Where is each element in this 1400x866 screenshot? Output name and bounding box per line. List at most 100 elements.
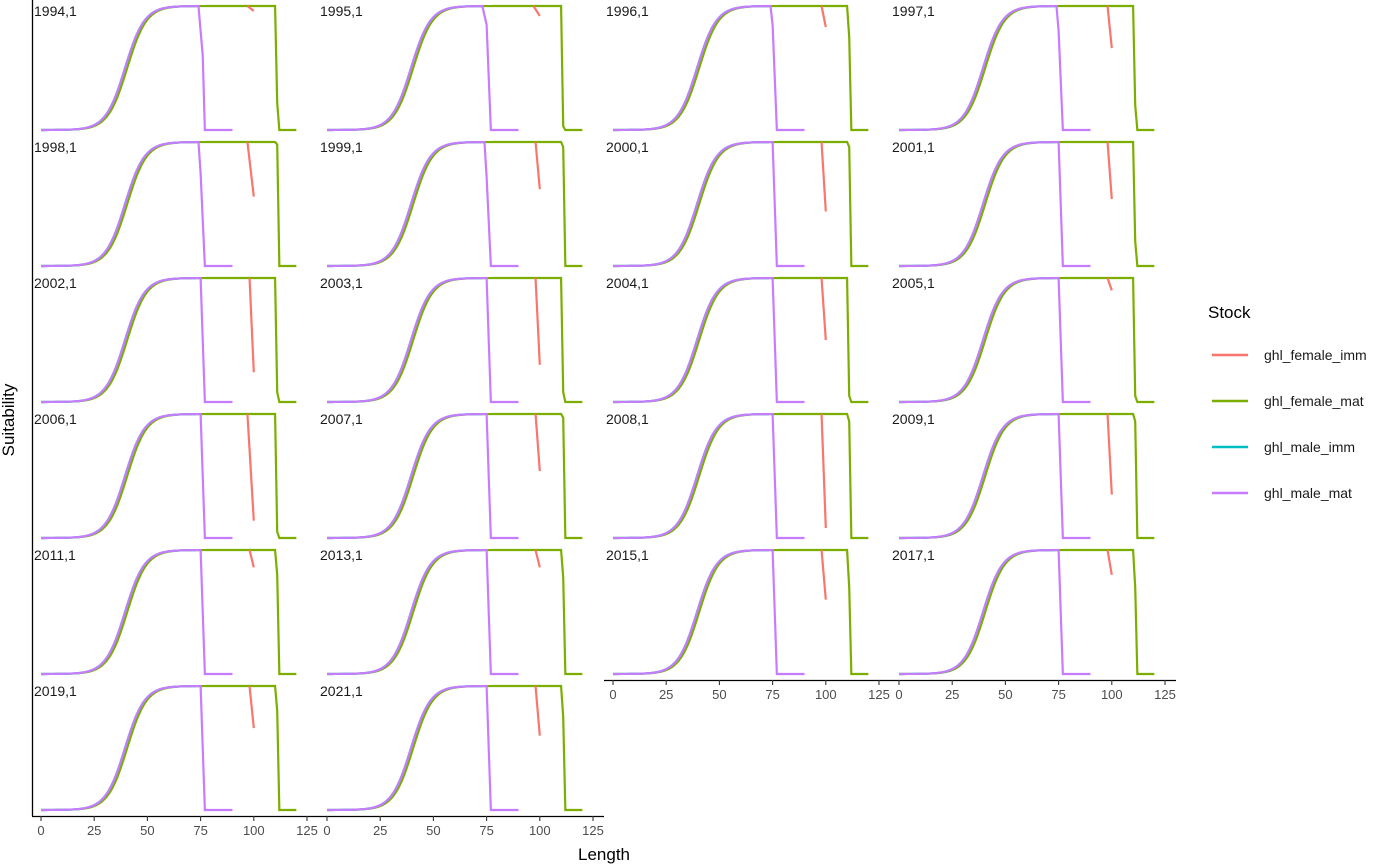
panel-label: 2000,1 [606, 139, 649, 155]
facet-panel: 2011,1 [34, 547, 297, 676]
series-line-ghl-male-imm [326, 4, 483, 132]
panel-label: 2015,1 [606, 547, 649, 563]
y-axis-title: Suitability [0, 383, 18, 456]
x-tick-label: 0 [37, 823, 44, 838]
series-line-ghl-male-mat [326, 684, 519, 812]
series-line-ghl-male-imm [326, 412, 487, 540]
x-tick-label: 25 [87, 823, 101, 838]
series-line-ghl-female-imm [532, 5, 541, 17]
series-line-ghl-male-imm [40, 4, 199, 132]
series-line-ghl-female-imm [1106, 413, 1113, 495]
panel-label: 1997,1 [892, 3, 935, 19]
series-line-ghl-female-mat [613, 140, 869, 268]
series-line-ghl-female-imm [820, 549, 827, 600]
series-line-ghl-female-imm [534, 549, 541, 568]
x-axis-title: Length [578, 845, 630, 864]
panel-label: 2021,1 [320, 683, 363, 699]
x-tick-label: 75 [193, 823, 207, 838]
series-line-ghl-female-imm [246, 5, 255, 12]
facet-panel: 1997,1 [892, 3, 1155, 132]
panel-label: 2007,1 [320, 411, 363, 427]
series-line-ghl-male-mat [326, 140, 519, 268]
facet-panel: 2005,1 [892, 275, 1155, 404]
series-line-ghl-male-mat [898, 140, 1091, 268]
panel-label: 2002,1 [34, 275, 77, 291]
series-line-ghl-male-mat [612, 412, 805, 540]
series-line-ghl-female-imm [820, 277, 827, 341]
facet-panel: 2007,1 [320, 411, 583, 540]
series-line-ghl-male-mat [326, 548, 519, 676]
series-line-ghl-female-mat [327, 4, 583, 132]
series-line-ghl-female-imm [534, 141, 541, 190]
series-line-ghl-male-imm [612, 140, 773, 268]
series-line-ghl-male-imm [40, 276, 201, 404]
x-tick-label: 100 [243, 823, 265, 838]
series-line-ghl-male-imm [898, 140, 1059, 268]
x-tick-label: 75 [1051, 687, 1065, 702]
series-line-ghl-female-imm [248, 685, 255, 729]
series-line-ghl-female-imm [820, 413, 827, 529]
facet-panel: 2008,1 [606, 411, 869, 540]
series-line-ghl-female-imm [1106, 277, 1113, 291]
facet-panel: 2019,1 [34, 683, 297, 812]
panel-label: 1999,1 [320, 139, 363, 155]
series-line-ghl-male-mat [40, 684, 233, 812]
series-line-ghl-male-imm [40, 140, 199, 268]
panel-label: 1994,1 [34, 3, 77, 19]
panel-label: 2019,1 [34, 683, 77, 699]
series-line-ghl-male-imm [326, 140, 485, 268]
panel-label: 2004,1 [606, 275, 649, 291]
series-line-ghl-male-imm [40, 548, 201, 676]
x-axes: 0 25 50 75 100 125 0 25 50 75 100 125 0 25 50 75 100 125 0… [31, 0, 1176, 838]
x-tick-label: 25 [373, 823, 387, 838]
x-tick-label: 125 [296, 823, 318, 838]
series-line-ghl-male-mat [612, 276, 805, 404]
legend-label-ghl-male-mat: ghl_male_mat [1264, 485, 1352, 501]
series-line-ghl-male-imm [326, 684, 487, 812]
series-line-ghl-male-mat [898, 412, 1091, 540]
series-line-ghl-male-imm [40, 684, 201, 812]
series-line-ghl-female-mat [613, 412, 869, 540]
series-line-ghl-male-imm [612, 548, 773, 676]
series-line-ghl-female-imm [248, 277, 255, 373]
panel-label: 1995,1 [320, 3, 363, 19]
series-line-ghl-female-imm [246, 413, 255, 521]
series-line-ghl-female-mat [613, 276, 869, 404]
facet-panel: 1998,1 [34, 139, 297, 268]
x-tick-label: 50 [426, 823, 440, 838]
series-line-ghl-female-mat [899, 4, 1155, 132]
x-tick-label: 25 [945, 687, 959, 702]
x-tick-label: 50 [712, 687, 726, 702]
series-line-ghl-male-imm [326, 548, 487, 676]
series-line-ghl-male-imm [898, 4, 1057, 132]
series-line-ghl-male-imm [40, 412, 201, 540]
legend-label-ghl-male-imm: ghl_male_imm [1264, 439, 1355, 455]
series-line-ghl-female-mat [327, 684, 583, 812]
series-line-ghl-male-imm [898, 548, 1059, 676]
series-line-ghl-female-mat [41, 548, 297, 676]
series-line-ghl-female-mat [41, 140, 297, 268]
series-line-ghl-female-mat [613, 4, 869, 132]
facet-panel: 1994,1 [34, 3, 297, 132]
panel-label: 2017,1 [892, 547, 935, 563]
series-line-ghl-male-mat [612, 140, 805, 268]
facet-panels: 1994,1 1995,1 1996,1 1997,1 1998,1 1999,1 2000… [34, 3, 1155, 812]
panel-label: 1998,1 [34, 139, 77, 155]
series-line-ghl-male-imm [612, 276, 773, 404]
series-line-ghl-female-mat [327, 412, 583, 540]
series-line-ghl-male-mat [40, 276, 233, 404]
x-tick-label: 100 [1101, 687, 1123, 702]
x-tick-label: 125 [868, 687, 890, 702]
series-line-ghl-female-imm [1106, 141, 1113, 200]
series-line-ghl-female-mat [613, 548, 869, 676]
panel-label: 2001,1 [892, 139, 935, 155]
x-tick-label: 50 [998, 687, 1012, 702]
facet-panel: 2015,1 [606, 547, 869, 676]
series-line-ghl-female-imm [534, 413, 541, 472]
x-tick-label: 0 [895, 687, 902, 702]
x-tick-label: 75 [479, 823, 493, 838]
series-line-ghl-male-imm [898, 412, 1059, 540]
x-tick-label: 50 [140, 823, 154, 838]
panel-label: 2008,1 [606, 411, 649, 427]
